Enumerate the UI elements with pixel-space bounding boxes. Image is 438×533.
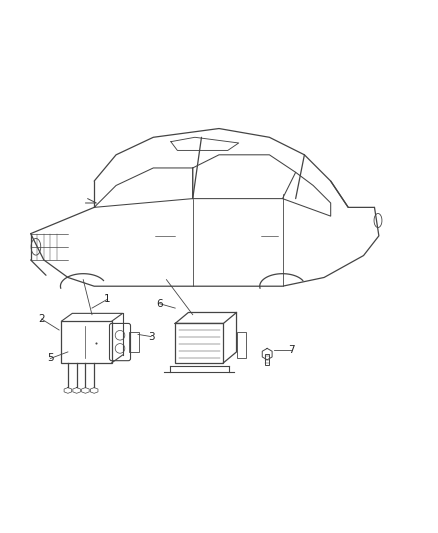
- Bar: [237, 332, 246, 359]
- Bar: [61, 321, 112, 363]
- Bar: [129, 332, 139, 352]
- Bar: [175, 324, 223, 363]
- Text: 2: 2: [38, 314, 45, 324]
- Text: 1: 1: [104, 294, 111, 304]
- Text: 6: 6: [156, 298, 163, 309]
- Text: 7: 7: [288, 345, 295, 355]
- Text: 3: 3: [148, 332, 155, 342]
- Bar: [265, 354, 269, 365]
- Text: 5: 5: [47, 353, 54, 364]
